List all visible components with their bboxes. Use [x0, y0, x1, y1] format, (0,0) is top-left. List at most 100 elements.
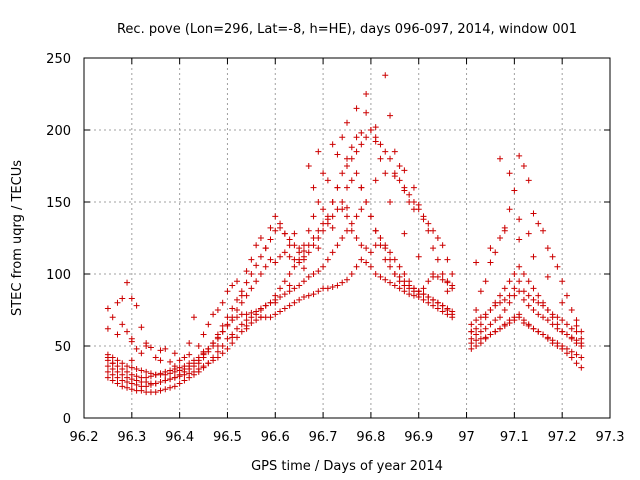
- data-point: [530, 285, 537, 292]
- data-point: [449, 314, 456, 321]
- data-point: [554, 321, 561, 328]
- data-point: [487, 307, 494, 313]
- data-point: [387, 112, 394, 119]
- data-point: [186, 351, 193, 358]
- data-point: [277, 294, 284, 301]
- data-point: [205, 321, 212, 328]
- data-point: [119, 360, 126, 367]
- data-point: [224, 288, 231, 295]
- data-point: [133, 381, 140, 388]
- data-point: [444, 279, 451, 286]
- data-point: [300, 265, 307, 272]
- data-point: [305, 163, 312, 169]
- data-point: [109, 371, 116, 378]
- data-point: [286, 302, 293, 309]
- data-point: [124, 363, 131, 370]
- data-point: [578, 354, 585, 361]
- data-point: [487, 321, 494, 328]
- data-point: [324, 285, 331, 292]
- data-point: [143, 368, 150, 375]
- data-point: [281, 278, 288, 285]
- data-point: [578, 364, 585, 371]
- data-point: [573, 337, 580, 344]
- data-point: [401, 282, 408, 289]
- data-point: [114, 331, 121, 338]
- data-point: [281, 291, 288, 298]
- data-point: [124, 328, 131, 335]
- data-point: [114, 368, 121, 375]
- y-axis-label: STEC from uqrg / TECUs: [10, 160, 25, 316]
- data-point: [267, 314, 274, 321]
- data-point: [406, 278, 413, 285]
- data-point: [568, 307, 575, 313]
- data-point: [124, 379, 131, 385]
- data-point: [434, 256, 441, 263]
- data-point: [109, 377, 116, 384]
- data-point: [382, 148, 389, 155]
- data-point: [420, 296, 427, 303]
- data-point: [497, 314, 504, 321]
- data-point: [286, 288, 293, 295]
- data-point: [171, 374, 178, 381]
- data-point: [444, 311, 451, 318]
- data-point: [544, 334, 551, 341]
- data-point: [540, 314, 547, 321]
- data-point: [358, 256, 365, 263]
- data-point: [128, 357, 135, 364]
- data-point: [367, 213, 374, 220]
- data-point: [477, 321, 484, 328]
- data-point: [535, 311, 542, 318]
- data-point: [157, 357, 164, 364]
- data-point: [420, 285, 427, 292]
- data-point: [568, 354, 575, 361]
- data-point: [248, 319, 255, 326]
- data-point: [253, 262, 260, 269]
- data-point: [320, 170, 327, 177]
- scatter-points: [104, 72, 585, 396]
- data-point: [363, 259, 370, 266]
- data-point: [573, 322, 580, 329]
- data-point: [310, 291, 317, 298]
- data-point: [334, 151, 341, 158]
- data-point: [186, 363, 193, 370]
- data-point: [530, 325, 537, 332]
- data-point: [152, 389, 159, 396]
- data-point: [248, 285, 255, 292]
- data-point: [133, 366, 140, 373]
- data-point: [133, 302, 140, 309]
- data-point: [501, 322, 508, 329]
- data-point: [444, 256, 451, 263]
- data-point: [162, 345, 169, 352]
- data-point: [401, 167, 408, 174]
- data-point: [501, 296, 508, 303]
- data-point: [559, 299, 566, 306]
- data-point: [310, 235, 317, 241]
- data-point: [439, 242, 446, 249]
- data-point: [430, 302, 437, 309]
- y-tick-label: 250: [46, 52, 71, 67]
- data-point: [167, 376, 174, 383]
- data-point: [205, 345, 212, 352]
- data-point: [267, 256, 274, 263]
- data-point: [482, 334, 489, 341]
- data-point: [353, 148, 360, 155]
- data-point: [348, 271, 355, 277]
- data-point: [367, 127, 374, 133]
- data-point: [181, 371, 188, 378]
- data-point: [109, 314, 116, 321]
- data-point: [310, 184, 317, 191]
- data-point: [559, 343, 566, 349]
- data-point: [439, 302, 446, 309]
- data-point: [544, 245, 551, 252]
- data-point: [257, 314, 264, 321]
- data-point: [210, 340, 217, 347]
- data-point: [387, 199, 394, 205]
- data-point: [257, 253, 264, 260]
- data-point: [147, 381, 154, 388]
- data-point: [382, 72, 389, 79]
- data-point: [511, 271, 518, 277]
- data-point: [568, 325, 575, 332]
- data-point: [492, 299, 499, 306]
- data-point: [229, 282, 236, 289]
- data-point: [219, 350, 226, 357]
